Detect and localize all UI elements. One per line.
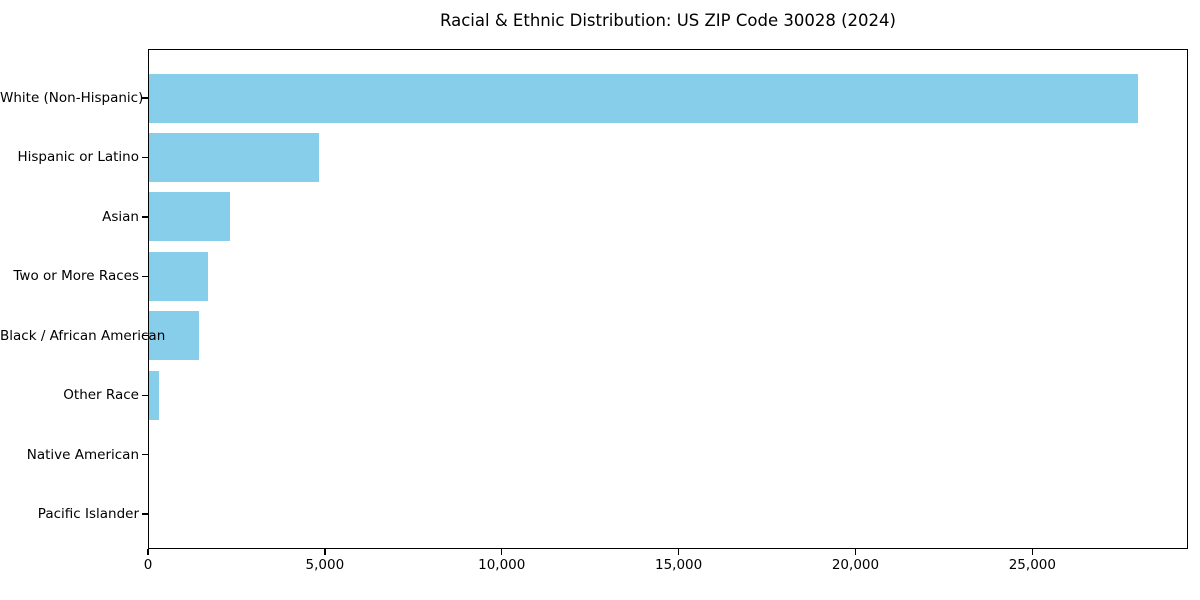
x-tick-label-20000: 20,000	[831, 557, 880, 573]
y-axis-label-asian: Asian	[102, 208, 139, 225]
bar-hispanic-or-latino	[148, 132, 320, 182]
x-tick-label-10000: 10,000	[478, 557, 526, 573]
chart-title: Racial & Ethnic Distribution: US ZIP Cod…	[440, 11, 896, 30]
plot-area	[148, 49, 1188, 549]
x-tick-25000	[1031, 549, 1033, 555]
x-tick-20000	[854, 549, 857, 555]
y-tick-black-african-american	[142, 335, 148, 337]
y-axis-label-hispanic-or-latino: Hispanic or Latino	[17, 149, 139, 166]
bar-black-african-american	[148, 311, 199, 361]
x-tick-10000	[501, 549, 503, 555]
y-tick-other-race	[142, 394, 148, 396]
y-axis-label-pacific-islander: Pacific Islander	[37, 506, 139, 522]
y-axis-label-white-non-hispanic: White (Non-Hispanic)	[0, 90, 144, 106]
bar-white-non-hispanic	[148, 73, 1139, 123]
y-tick-white-non-hispanic	[142, 97, 148, 99]
bar-asian	[148, 192, 231, 242]
x-tick-label-0: 0	[143, 557, 153, 573]
bar-two-or-more-races	[148, 251, 208, 301]
y-axis-label-other-race: Other Race	[63, 387, 139, 404]
y-tick-native-american	[142, 453, 148, 456]
x-tick-5000	[324, 549, 326, 555]
x-tick-label-5000: 5,000	[305, 557, 345, 573]
y-axis-label-native-american: Native American	[26, 446, 139, 463]
y-tick-hispanic-or-latino	[142, 156, 148, 159]
bar-other-race	[148, 370, 159, 420]
x-tick-0	[147, 549, 149, 555]
y-tick-asian	[142, 216, 148, 218]
x-tick-label-25000: 25,000	[1008, 557, 1056, 573]
y-tick-pacific-islander	[142, 513, 148, 515]
y-axis-label-two-or-more-races: Two or More Races	[13, 268, 139, 285]
y-tick-two-or-more-races	[142, 275, 148, 277]
x-tick-label-15000: 15,000	[654, 557, 703, 573]
y-axis-label-black-african-american: Black / African American	[0, 327, 166, 344]
x-tick-15000	[677, 549, 680, 555]
